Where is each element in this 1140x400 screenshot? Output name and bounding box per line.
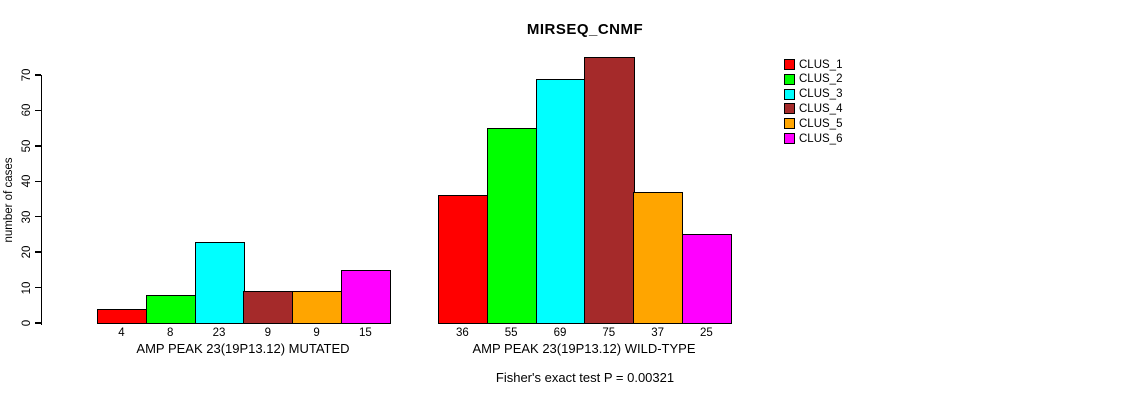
- legend-swatch-icon: [784, 133, 795, 144]
- legend-item-clus_4: CLUS_4: [784, 101, 842, 116]
- legend-swatch-icon: [784, 59, 795, 70]
- legend-item-clus_5: CLUS_5: [784, 116, 842, 131]
- y-axis-line: [40, 75, 42, 325]
- legend-item-label: CLUS_5: [799, 117, 843, 130]
- legend-item-label: CLUS_1: [799, 58, 843, 71]
- legend-item-label: CLUS_6: [799, 132, 843, 145]
- legend-item-clus_6: CLUS_6: [784, 131, 842, 146]
- legend-swatch-icon: [784, 118, 795, 130]
- bar-value-label: 15: [358, 327, 372, 339]
- y-tick-mark: [34, 286, 41, 289]
- y-tick-mark: [34, 322, 41, 324]
- legend-swatch-icon: [784, 73, 795, 85]
- bar-value-label: 4: [118, 327, 125, 339]
- chart-title: MIRSEQ_CNMF: [526, 21, 644, 38]
- bar-value-label: 23: [212, 327, 226, 339]
- legend-item-label: CLUS_3: [799, 88, 843, 101]
- y-tick-mark: [34, 215, 41, 218]
- group-label-mutated: AMP PEAK 23(19P13.12) MUTATED: [136, 341, 350, 356]
- y-tick-label: 30: [21, 210, 33, 224]
- bar-clus_4-wildtype: [584, 57, 635, 325]
- bar-value-label: 36: [455, 327, 469, 339]
- fisher-test-annotation: Fisher's exact test P = 0.00321: [495, 370, 675, 385]
- bar-value-label: 8: [166, 327, 174, 339]
- y-tick-label: 70: [21, 68, 33, 82]
- bar-clus_6-wildtype: [682, 234, 733, 325]
- y-tick-label: 10: [21, 281, 33, 294]
- bar-value-label: 25: [699, 327, 713, 339]
- legend-item-label: CLUS_2: [799, 73, 843, 86]
- y-tick-mark: [34, 145, 41, 147]
- legend-item-clus_2: CLUS_2: [784, 72, 842, 87]
- bar-value-label: 37: [651, 327, 664, 339]
- bar-value-label: 9: [313, 327, 320, 339]
- bar-clus_3-wildtype: [535, 78, 586, 325]
- bar-clus_6-mutated: [341, 269, 392, 325]
- y-tick-label: 0: [21, 319, 33, 327]
- group-label-wildtype: AMP PEAK 23(19P13.12) WILD-TYPE: [472, 341, 696, 356]
- bar-clus_1-wildtype: [438, 195, 489, 325]
- bar-clus_5-wildtype: [633, 191, 684, 325]
- bar-clus_2-mutated: [145, 294, 197, 325]
- bar-clus_4-mutated: [243, 291, 294, 325]
- y-tick-mark: [34, 251, 41, 253]
- y-tick-mark: [34, 74, 41, 76]
- bar-value-label: 75: [602, 327, 616, 339]
- y-tick-label: 60: [21, 104, 33, 117]
- legend-item-label: CLUS_4: [799, 102, 843, 115]
- bar-clus_5-mutated: [292, 291, 343, 325]
- y-tick-label: 40: [21, 174, 33, 188]
- bar-value-label: 9: [264, 327, 271, 339]
- bar-clus_2-wildtype: [486, 128, 538, 325]
- legend-swatch-icon: [784, 88, 795, 100]
- bar-clus_1-mutated: [97, 308, 148, 325]
- bar-value-label: 55: [504, 327, 518, 339]
- y-tick-label: 20: [21, 245, 33, 259]
- y-tick-mark: [34, 109, 41, 112]
- legend-item-clus_3: CLUS_3: [784, 87, 842, 102]
- legend-swatch-icon: [784, 103, 795, 115]
- y-axis-label: number of cases: [3, 157, 15, 243]
- y-tick-mark: [34, 180, 41, 183]
- legend-item-clus_1: CLUS_1: [784, 57, 842, 72]
- bar-value-label: 69: [553, 327, 567, 339]
- bar-clus_3-mutated: [194, 241, 245, 325]
- y-tick-label: 50: [21, 139, 33, 153]
